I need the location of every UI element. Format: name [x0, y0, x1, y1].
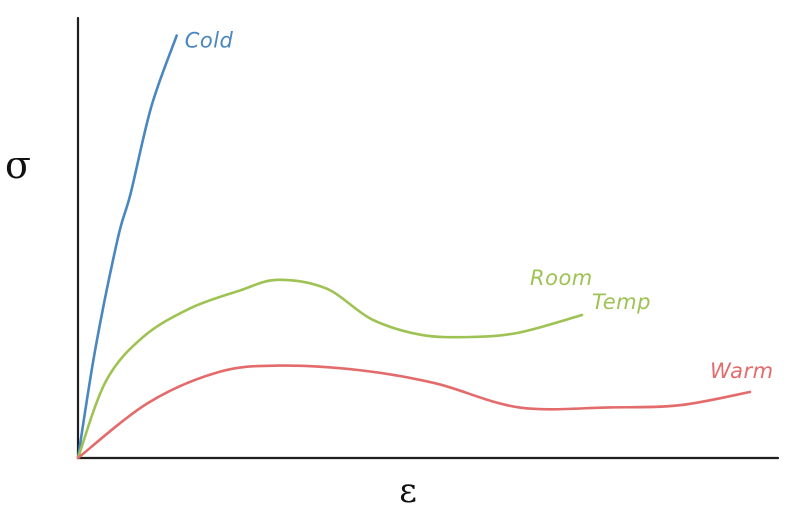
series-line-room-temp	[76, 278, 584, 460]
series-line-cold	[76, 34, 178, 460]
x-axis-label: ε	[399, 471, 417, 511]
series-layer	[76, 34, 752, 460]
series-label-warm: Warm	[710, 359, 774, 383]
series-label-room-temp-line-2: Temp	[592, 290, 651, 314]
series-label-cold: Cold	[185, 29, 234, 53]
y-axis-label: σ	[5, 143, 31, 187]
series-label-room-temp-line-1: Room	[530, 266, 593, 290]
series-line-warm	[76, 364, 752, 460]
